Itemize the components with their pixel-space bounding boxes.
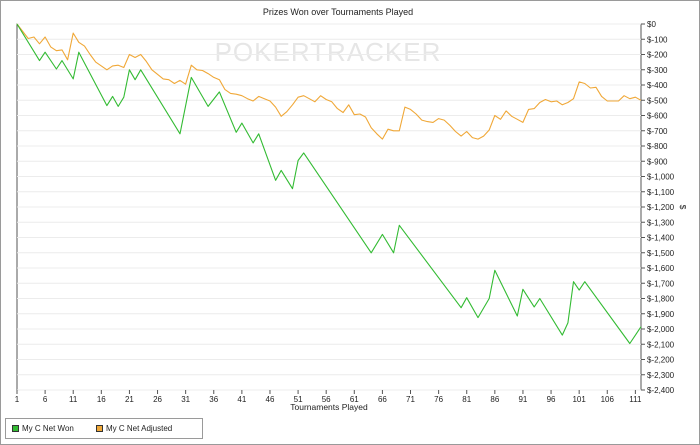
y-axis-label: $ [678, 205, 688, 210]
x-tick-label: 1 [15, 395, 20, 404]
y-axis-ticks: $0 $-100 $-200 $-300 $-400 $-500 $-600 $-700 $-8… [641, 20, 675, 395]
y-tick-label: $-900 [647, 157, 668, 166]
y-tick-label: $-1,800 [647, 295, 675, 304]
y-tick-label: $-300 [647, 66, 668, 75]
x-tick-label: 6 [43, 395, 48, 404]
x-tick-label: 111 [629, 395, 642, 404]
chart-title: Prizes Won over Tournaments Played [263, 7, 413, 17]
x-tick-label: 46 [266, 395, 275, 404]
y-tick-label: $-1,000 [647, 173, 675, 182]
y-tick-label: $-1,300 [647, 218, 675, 227]
legend-label-net-adjusted: My C Net Adjusted [106, 424, 173, 433]
x-tick-label: 91 [518, 395, 527, 404]
y-tick-label: $0 [647, 20, 656, 29]
y-tick-label: $-1,700 [647, 279, 675, 288]
y-tick-label: $-2,000 [647, 325, 675, 334]
y-tick-label: $-1,400 [647, 234, 675, 243]
legend-item-net-adjusted[interactable]: My C Net Adjusted [96, 424, 172, 433]
x-tick-label: 61 [350, 395, 359, 404]
y-tick-label: $-1,500 [647, 249, 675, 258]
y-tick-label: $-100 [647, 35, 668, 44]
y-tick-label: $-1,200 [647, 203, 675, 212]
legend-swatch-net-adjusted [96, 425, 103, 432]
gridlines [17, 23, 641, 391]
y-tick-label: $-700 [647, 127, 668, 136]
x-tick-label: 31 [181, 395, 190, 404]
legend-label-net-won: My C Net Won [22, 424, 74, 433]
x-tick-label: 21 [125, 395, 134, 404]
y-tick-label: $-1,900 [647, 310, 675, 319]
x-tick-label: 96 [547, 395, 556, 404]
series-lines [16, 23, 642, 345]
x-tick-label: 26 [153, 395, 162, 404]
y-tick-label: $-1,600 [647, 264, 675, 273]
x-tick-label: 41 [237, 395, 246, 404]
y-tick-label: $-400 [647, 81, 668, 90]
x-tick-label: 76 [434, 395, 443, 404]
y-tick-label: $-2,400 [647, 386, 675, 395]
x-tick-label: 71 [406, 395, 415, 404]
x-tick-label: 16 [97, 395, 106, 404]
y-tick-label: $-2,300 [647, 371, 675, 380]
chart-legend: My C Net Won My C Net Adjusted [5, 418, 203, 439]
y-tick-label: $-800 [647, 142, 668, 151]
x-tick-label: 66 [378, 395, 387, 404]
series-line-net-won [16, 23, 642, 345]
x-tick-label: 11 [69, 395, 78, 404]
legend-item-net-won[interactable]: My C Net Won [12, 424, 74, 433]
y-tick-label: $-2,200 [647, 356, 675, 365]
x-axis-label: Tournaments Played [290, 402, 368, 412]
x-tick-label: 101 [572, 395, 586, 404]
x-axis-ticks: 1 6 11 16 21 26 31 36 41 46 51 56 61 66 71 76 81 86 91 96 10… [15, 390, 642, 404]
series-line-net-adjusted [16, 23, 642, 140]
x-tick-label: 86 [490, 395, 499, 404]
x-tick-label: 81 [462, 395, 471, 404]
y-tick-label: $-1,100 [647, 188, 675, 197]
x-tick-label: 106 [601, 395, 615, 404]
y-tick-label: $-500 [647, 96, 668, 105]
y-tick-label: $-200 [647, 51, 668, 60]
watermark-logo: POKERTRACKER [215, 37, 442, 67]
x-tick-label: 51 [294, 395, 303, 404]
y-tick-label: $-2,100 [647, 340, 675, 349]
y-tick-label: $-600 [647, 112, 668, 121]
legend-swatch-net-won [12, 425, 19, 432]
x-tick-label: 56 [322, 395, 331, 404]
x-tick-label: 36 [209, 395, 218, 404]
